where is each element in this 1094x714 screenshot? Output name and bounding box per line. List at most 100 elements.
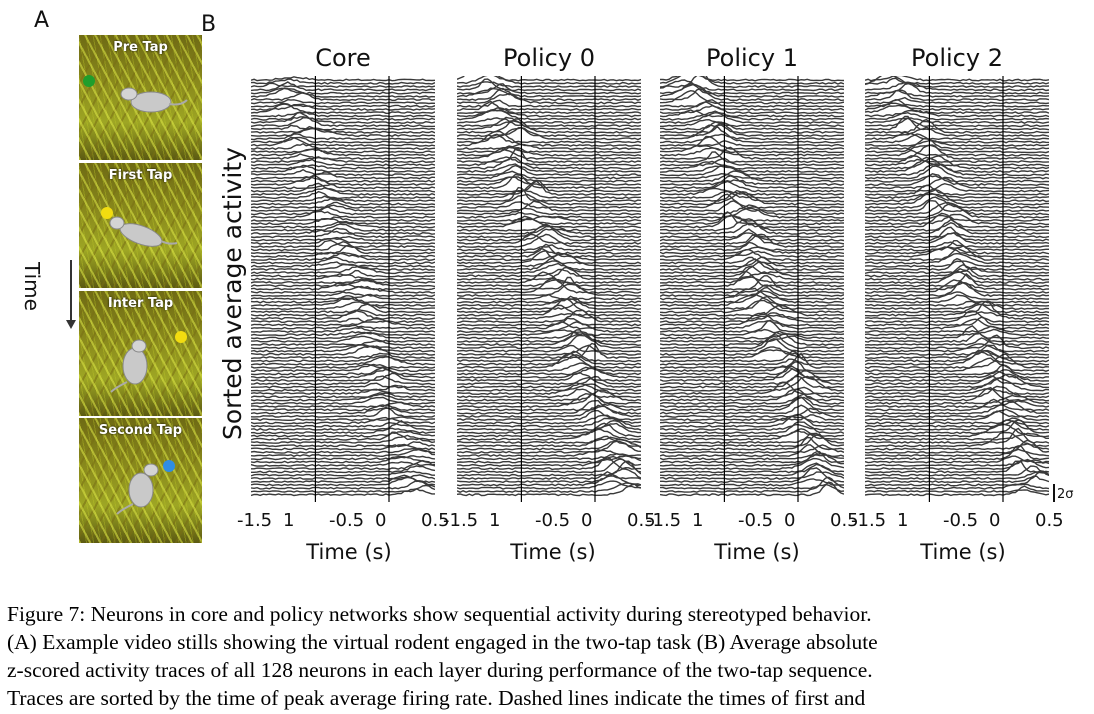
- time-arrow: [70, 260, 72, 322]
- activity-trace: [660, 330, 844, 346]
- activity-trace: [457, 453, 641, 461]
- activity-trace: [865, 300, 1049, 311]
- activity-trace: [660, 334, 844, 350]
- activity-trace: [251, 309, 435, 320]
- activity-trace: [865, 268, 1049, 281]
- activity-trace: [251, 223, 435, 232]
- activity-trace: [865, 240, 1049, 252]
- activity-trace: [457, 321, 641, 334]
- activity-trace: [457, 173, 641, 190]
- activity-trace: [457, 480, 641, 490]
- activity-trace: [865, 431, 1049, 448]
- activity-trace: [660, 256, 844, 265]
- activity-trace: [251, 401, 435, 409]
- activity-trace: [251, 330, 435, 337]
- activity-trace: [660, 370, 844, 386]
- activity-trace: [251, 164, 435, 170]
- activity-trace: [457, 262, 641, 275]
- activity-trace: [457, 260, 641, 271]
- activity-trace: [457, 245, 641, 258]
- activity-trace: [457, 253, 641, 268]
- activity-trace: [660, 79, 844, 92]
- activity-trace: [865, 218, 1049, 235]
- activity-trace: [865, 325, 1049, 333]
- activity-trace: [251, 216, 435, 222]
- activity-trace: [457, 176, 641, 183]
- x-tick-label: -0.5: [738, 510, 774, 531]
- activity-trace: [251, 136, 435, 147]
- activity-trace: [251, 447, 435, 454]
- activity-trace: [660, 375, 844, 392]
- activity-trace: [251, 148, 435, 157]
- activity-trace: [865, 439, 1049, 454]
- activity-trace: [660, 190, 844, 200]
- activity-trace: [457, 440, 641, 454]
- activity-trace: [660, 275, 844, 291]
- activity-trace: [251, 459, 435, 471]
- activity-trace: [251, 331, 435, 340]
- activity-trace: [660, 83, 844, 98]
- activity-trace: [457, 389, 641, 402]
- activity-trace: [660, 483, 844, 493]
- activity-trace: [865, 343, 1049, 353]
- activity-trace: [660, 433, 844, 448]
- activity-trace: [457, 76, 641, 82]
- activity-trace: [660, 204, 844, 216]
- activity-trace: [865, 165, 1049, 180]
- activity-trace: [251, 392, 435, 399]
- activity-trace: [251, 229, 435, 235]
- activity-trace: [660, 118, 844, 128]
- activity-trace: [660, 172, 844, 180]
- activity-trace: [457, 278, 641, 288]
- activity-trace: [251, 368, 435, 379]
- scale-bar-label: 2σ: [1057, 487, 1074, 502]
- activity-trace: [251, 103, 435, 111]
- activity-trace: [865, 460, 1049, 474]
- activity-trace: [457, 156, 641, 167]
- activity-trace: [865, 182, 1049, 193]
- activity-trace: [660, 444, 844, 454]
- activity-trace: [457, 215, 641, 222]
- activity-trace: [660, 396, 844, 409]
- activity-trace: [457, 145, 641, 154]
- activity-trace: [251, 210, 435, 219]
- scale-bar: [1053, 484, 1055, 502]
- activity-trace: [457, 126, 641, 141]
- activity-trace: [457, 414, 641, 425]
- activity-trace: [251, 279, 435, 288]
- activity-trace: [660, 471, 844, 480]
- activity-trace: [457, 331, 641, 340]
- activity-trace: [865, 471, 1049, 480]
- activity-trace: [865, 465, 1049, 477]
- activity-trace: [660, 375, 844, 389]
- activity-trace: [660, 311, 844, 327]
- activity-trace: [660, 333, 844, 340]
- activity-trace: [660, 338, 844, 353]
- activity-trace: [865, 200, 1049, 213]
- target-ball: [163, 460, 175, 472]
- activity-trace: [865, 303, 1049, 317]
- activity-trace: [660, 261, 844, 278]
- activity-trace: [251, 291, 435, 298]
- activity-trace: [251, 265, 435, 275]
- activity-trace: [251, 133, 435, 141]
- activity-trace: [457, 317, 641, 327]
- activity-trace: [457, 329, 641, 337]
- activity-trace: [660, 361, 844, 376]
- activity-trace: [251, 182, 435, 193]
- activity-trace: [865, 131, 1049, 141]
- activity-trace: [865, 133, 1049, 144]
- activity-trace: [251, 235, 435, 242]
- activity-trace: [660, 452, 844, 467]
- activity-trace: [660, 286, 844, 298]
- activity-trace: [660, 287, 844, 301]
- activity-trace: [457, 435, 641, 448]
- activity-trace: [457, 438, 641, 451]
- x-tick-label: 1: [692, 510, 704, 531]
- x-axis-label-policy-1: Time (s): [714, 540, 800, 564]
- activity-trace: [660, 450, 844, 464]
- activity-trace: [457, 78, 641, 92]
- activity-trace: [865, 252, 1049, 265]
- activity-trace: [865, 176, 1049, 190]
- activity-trace: [660, 207, 844, 219]
